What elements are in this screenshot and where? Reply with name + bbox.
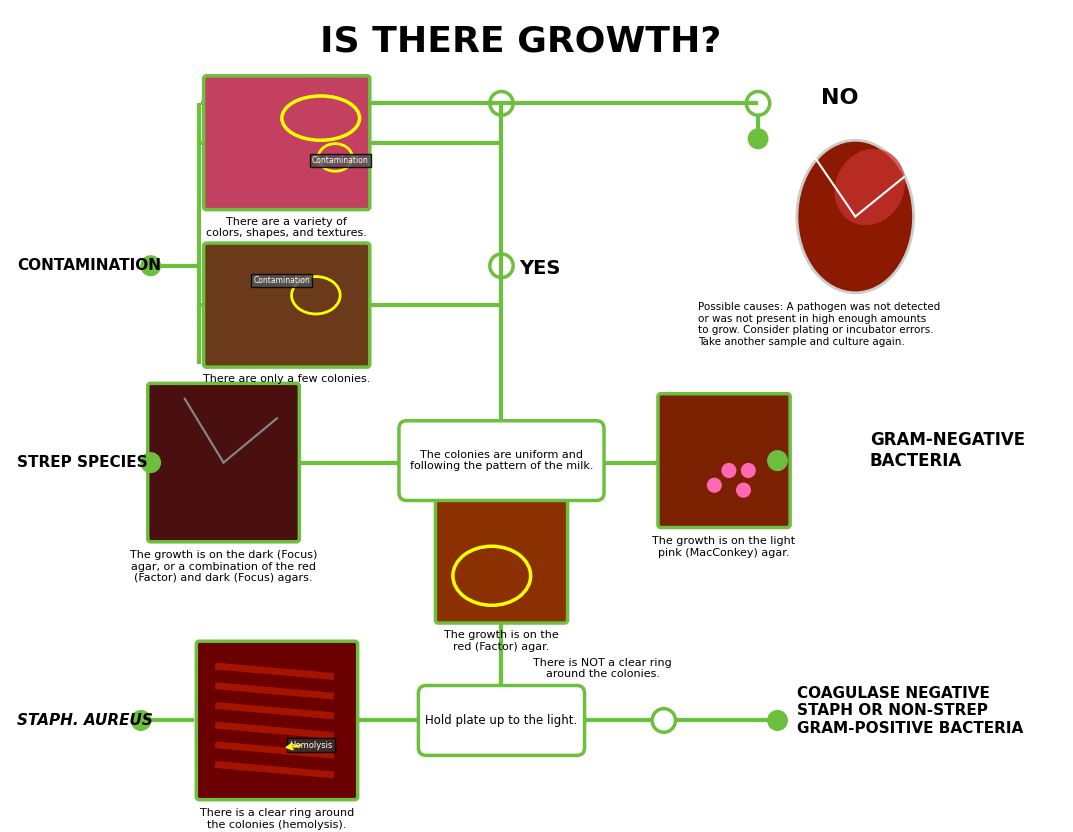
Circle shape bbox=[741, 463, 755, 478]
Text: STAPH. AUREUS: STAPH. AUREUS bbox=[17, 713, 153, 728]
FancyBboxPatch shape bbox=[658, 394, 790, 527]
Text: The growth is on the
red (Factor) agar.: The growth is on the red (Factor) agar. bbox=[444, 630, 559, 651]
Text: IS THERE GROWTH?: IS THERE GROWTH? bbox=[320, 24, 722, 58]
Text: YES: YES bbox=[519, 260, 560, 278]
Ellipse shape bbox=[797, 141, 913, 293]
FancyBboxPatch shape bbox=[204, 243, 370, 367]
Text: Contamination: Contamination bbox=[312, 156, 368, 165]
FancyBboxPatch shape bbox=[418, 686, 585, 755]
Circle shape bbox=[737, 483, 750, 497]
Text: Contamination: Contamination bbox=[253, 276, 310, 285]
FancyBboxPatch shape bbox=[148, 384, 299, 542]
Text: STREP SPECIES: STREP SPECIES bbox=[17, 455, 148, 470]
Text: The colonies are uniform and
following the pattern of the milk.: The colonies are uniform and following t… bbox=[410, 450, 593, 472]
Text: The growth is on the light
pink (MacConkey) agar.: The growth is on the light pink (MacConk… bbox=[652, 537, 795, 558]
Text: COAGULASE NEGATIVE
STAPH OR NON-STREP
GRAM-POSITIVE BACTERIA: COAGULASE NEGATIVE STAPH OR NON-STREP GR… bbox=[797, 686, 1024, 735]
FancyBboxPatch shape bbox=[204, 76, 370, 210]
FancyBboxPatch shape bbox=[436, 489, 568, 623]
Text: CONTAMINATION: CONTAMINATION bbox=[17, 258, 162, 273]
Circle shape bbox=[707, 478, 721, 492]
Circle shape bbox=[768, 451, 788, 470]
Circle shape bbox=[141, 256, 160, 275]
Text: Hemolysis: Hemolysis bbox=[290, 740, 333, 750]
Text: NO: NO bbox=[821, 88, 858, 108]
Text: There are a variety of
colors, shapes, and textures.: There are a variety of colors, shapes, a… bbox=[206, 216, 367, 238]
Circle shape bbox=[768, 711, 788, 730]
Text: The growth is on the dark (Focus)
agar, or a combination of the red
(Factor) and: The growth is on the dark (Focus) agar, … bbox=[130, 550, 318, 583]
Circle shape bbox=[131, 711, 150, 730]
Text: There is NOT a clear ring
around the colonies.: There is NOT a clear ring around the col… bbox=[533, 657, 672, 679]
Text: There are only a few colonies.: There are only a few colonies. bbox=[203, 374, 370, 384]
Circle shape bbox=[748, 129, 768, 149]
Circle shape bbox=[722, 463, 736, 478]
Text: GRAM-NEGATIVE
BACTERIA: GRAM-NEGATIVE BACTERIA bbox=[870, 431, 1025, 470]
FancyBboxPatch shape bbox=[196, 641, 357, 800]
FancyBboxPatch shape bbox=[399, 421, 604, 501]
Text: Possible causes: A pathogen was not detected
or was not present in high enough a: Possible causes: A pathogen was not dete… bbox=[697, 302, 940, 347]
Text: Hold plate up to the light.: Hold plate up to the light. bbox=[425, 714, 577, 727]
Text: There is a clear ring around
the colonies (hemolysis).: There is a clear ring around the colonie… bbox=[200, 808, 354, 830]
Circle shape bbox=[141, 453, 160, 473]
Ellipse shape bbox=[835, 149, 906, 225]
